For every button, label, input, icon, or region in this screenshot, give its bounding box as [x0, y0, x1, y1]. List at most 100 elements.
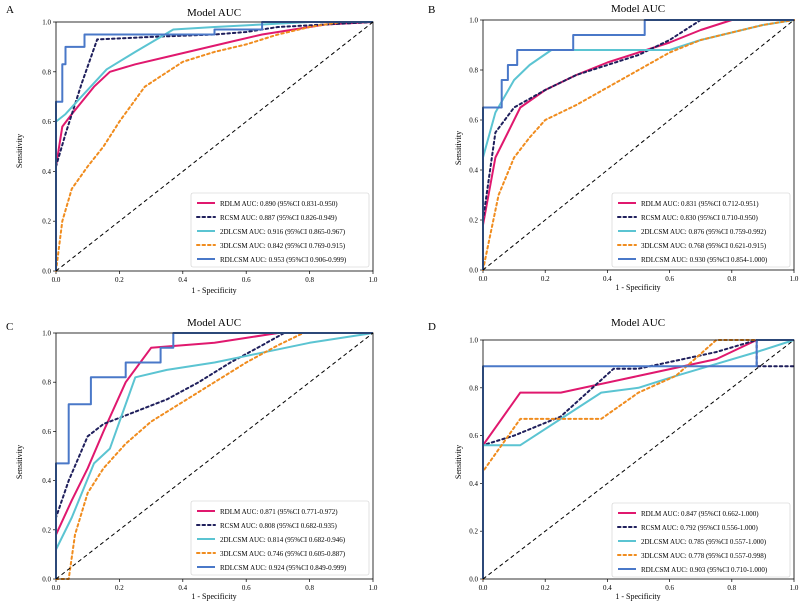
y-tick-label: 0.0 [42, 576, 51, 584]
legend-label: RDLCSM AUC: 0.903 (95%CI 0.710-1.000) [641, 566, 768, 574]
roc-line-rdlm [55, 21, 374, 271]
y-axis-label: Sensitivity [454, 131, 463, 165]
legend: RDLM AUC: 0.890 (95%CI 0.831-0.950) RCSM … [190, 192, 370, 268]
roc-line-rdlm [482, 339, 794, 579]
legend: RDLM AUC: 0.847 (95%CI 0.662-1.000) RCSM … [611, 502, 791, 578]
y-axis-label: Sensitivity [15, 134, 24, 168]
y-axis-label: Sensitivity [454, 445, 463, 479]
legend: RDLM AUC: 0.871 (95%CI 0.771-0.972) RCSM … [190, 500, 370, 576]
plot-group [55, 21, 374, 272]
plot-frame [482, 19, 795, 271]
legend-label: RDLCSM AUC: 0.924 (95%CI 0.849-0.999) [220, 564, 347, 572]
y-tick-label: 1.0 [469, 337, 478, 345]
y-tick-label: 0.8 [42, 379, 51, 387]
chart-title: Model AUC [187, 7, 241, 19]
y-tick-label: 0.6 [42, 118, 51, 126]
plot-frame [482, 339, 795, 580]
legend-box [190, 500, 370, 576]
x-tick-label: 1.0 [790, 275, 799, 283]
legend-label: RCSM AUC: 0.887 (95%CI 0.826-0.949) [220, 214, 338, 222]
roc-line-rcsm [482, 19, 795, 271]
plot-frame [55, 21, 374, 272]
y-tick-label: 0.0 [469, 576, 478, 584]
legend-label: RDLM AUC: 0.890 (95%CI 0.831-0.950) [220, 200, 338, 208]
panel-label: A [6, 4, 14, 16]
x-tick-label: 0.4 [178, 276, 187, 284]
plot-frame [55, 332, 374, 580]
tick-group: 0.0 0.2 0.4 0.6 0.8 1.0 0.0 0.2 0.4 0.6 0.8 1.0 [42, 19, 378, 285]
roc-line-3dlcsm [55, 21, 374, 272]
x-tick-label: 0.8 [305, 276, 314, 284]
legend-label: 2DLCSM AUC: 0.814 (95%CI 0.682-0.946) [220, 536, 346, 544]
x-axis-label: 1 - Specificity [615, 592, 660, 601]
legend-label: 3DLCSM AUC: 0.778 (95%CI 0.557-0.998) [641, 552, 767, 560]
x-tick-label: 0.2 [541, 275, 550, 283]
roc-line-2dlcsm [55, 21, 373, 271]
x-tick-label: 0.6 [665, 275, 674, 283]
x-tick-label: 0.4 [603, 275, 612, 283]
roc-line-rdlcsm [482, 19, 794, 270]
legend-label: RCSM AUC: 0.792 (95%CI 0.556-1.000) [641, 524, 759, 532]
chart-title: Model AUC [611, 317, 665, 329]
legend-box [611, 502, 791, 578]
x-tick-label: 0.2 [115, 276, 124, 284]
panel-c: C Model AUC Sensitivity 1 - Specificity … [6, 317, 378, 601]
tick-group: 0.0 0.2 0.4 0.6 0.8 1.0 0.0 0.2 0.4 0.6 0.8 1.0 [469, 17, 799, 284]
y-tick-label: 0.8 [469, 67, 478, 75]
legend-label: 2DLCSM AUC: 0.785 (95%CI 0.557-1.000) [641, 538, 767, 546]
y-tick-label: 0.0 [469, 267, 478, 275]
y-tick-label: 0.4 [469, 480, 478, 488]
panel-a: A Model AUC Sensitivity 1 - Specificity … [6, 4, 378, 295]
x-tick-label: 0.4 [603, 584, 612, 592]
y-tick-label: 1.0 [42, 330, 51, 338]
y-tick-label: 0.4 [42, 168, 51, 176]
x-tick-label: 1.0 [369, 276, 378, 284]
chance-diagonal [55, 332, 374, 580]
x-tick-label: 0.4 [178, 584, 187, 592]
legend-label: 3DLCSM AUC: 0.768 (95%CI 0.621-0.915) [641, 242, 767, 250]
legend-box [190, 192, 370, 268]
legend-box [611, 192, 791, 268]
x-tick-label: 1.0 [790, 584, 799, 592]
plot-group [482, 19, 795, 271]
legend-label: 2DLCSM AUC: 0.916 (95%CI 0.865-0.967) [220, 228, 346, 236]
y-tick-label: 1.0 [469, 17, 478, 25]
x-tick-label: 0.8 [305, 584, 314, 592]
panel-label: C [6, 321, 13, 333]
y-tick-label: 0.2 [469, 217, 478, 225]
x-tick-label: 0.8 [727, 584, 736, 592]
y-tick-label: 0.6 [42, 428, 51, 436]
panel-label: D [428, 321, 436, 333]
chance-diagonal [482, 339, 795, 580]
roc-line-rdlcsm [55, 332, 373, 579]
y-tick-label: 0.8 [42, 68, 51, 76]
roc-line-rdlcsm [55, 21, 373, 271]
y-axis-label: Sensitivity [15, 445, 24, 479]
roc-line-2dlcsm [55, 332, 374, 579]
legend-label: RDLCSM AUC: 0.930 (95%CI 0.854-1.000) [641, 256, 768, 264]
roc-line-3dlcsm [482, 19, 795, 271]
plot-group [55, 332, 374, 580]
chance-diagonal [482, 19, 795, 271]
x-axis-label: 1 - Specificity [191, 286, 236, 295]
x-tick-label: 0.0 [479, 584, 488, 592]
y-tick-label: 0.4 [469, 167, 478, 175]
legend-label: 2DLCSM AUC: 0.876 (95%CI 0.759-0.992) [641, 228, 767, 236]
legend-label: RDLM AUC: 0.871 (95%CI 0.771-0.972) [220, 508, 338, 516]
chart-title: Model AUC [611, 3, 665, 15]
x-tick-label: 1.0 [369, 584, 378, 592]
roc-line-rcsm [55, 332, 374, 580]
x-tick-label: 0.2 [115, 584, 124, 592]
panel-label: B [428, 4, 435, 16]
y-tick-label: 0.6 [469, 432, 478, 440]
chart-title: Model AUC [187, 317, 241, 329]
panel-d: D Model AUC Sensitivity 1 - Specificity … [428, 317, 799, 601]
legend-label: RDLM AUC: 0.831 (95%CI 0.712-0.951) [641, 200, 759, 208]
tick-group: 0.0 0.2 0.4 0.6 0.8 1.0 0.0 0.2 0.4 0.6 0.8 1.0 [42, 330, 378, 593]
y-tick-label: 0.8 [469, 384, 478, 392]
legend-label: 3DLCSM AUC: 0.746 (95%CI 0.605-0.887) [220, 550, 346, 558]
legend-label: RDLM AUC: 0.847 (95%CI 0.662-1.000) [641, 510, 759, 518]
x-tick-label: 0.8 [727, 275, 736, 283]
y-tick-label: 0.0 [42, 268, 51, 276]
